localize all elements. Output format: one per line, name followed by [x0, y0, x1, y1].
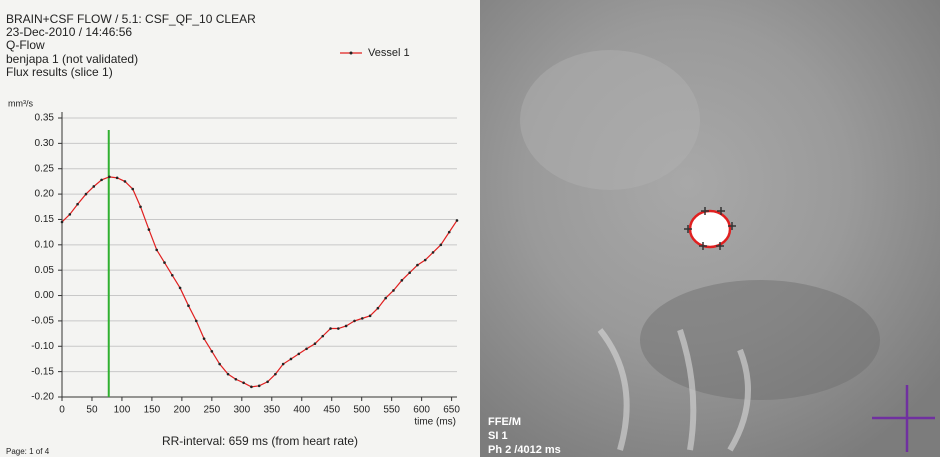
x-tick-label: 50	[86, 405, 98, 416]
data-point	[116, 177, 119, 180]
data-point	[250, 386, 253, 389]
data-point	[305, 348, 308, 351]
roi-contour	[690, 211, 730, 247]
data-point	[195, 320, 198, 323]
header-line: benjapa 1 (not validated)	[6, 52, 138, 66]
data-point	[377, 307, 380, 310]
data-point	[416, 264, 419, 267]
x-axis-label: time (ms)	[414, 417, 456, 428]
data-point	[361, 317, 364, 320]
data-point	[235, 378, 238, 381]
x-tick-label: 450	[323, 405, 340, 416]
data-point	[218, 363, 221, 366]
data-point	[384, 297, 387, 300]
data-point	[329, 327, 332, 330]
header-line: Flux results (slice 1)	[6, 65, 113, 79]
x-tick-label: 600	[413, 405, 430, 416]
data-point	[203, 337, 206, 340]
tissue	[520, 50, 700, 190]
data-point	[424, 259, 427, 262]
y-tick-label: -0.20	[31, 392, 54, 403]
header-line: BRAIN+CSF FLOW / 5.1: CSF_QF_10 CLEAR	[6, 12, 256, 26]
data-point	[353, 320, 356, 323]
y-tick-label: 0.30	[35, 138, 55, 149]
data-point	[274, 373, 277, 376]
header-line: 23-Dec-2010 / 14:46:56	[6, 25, 132, 39]
data-point	[61, 221, 64, 224]
legend-swatch	[350, 52, 353, 55]
data-point	[297, 353, 300, 356]
y-tick-label: 0.20	[35, 189, 55, 200]
overlay-text: FFE/M	[488, 416, 521, 428]
x-tick-label: 300	[233, 405, 250, 416]
data-point	[337, 327, 340, 330]
data-point	[456, 219, 459, 222]
data-point	[100, 179, 103, 182]
data-point	[282, 363, 285, 366]
data-point	[266, 380, 269, 383]
data-point	[242, 381, 245, 384]
data-point	[139, 205, 142, 208]
overlay-text: Ph 2 /4012 ms	[488, 444, 561, 456]
x-tick-label: 550	[383, 405, 400, 416]
data-point	[227, 373, 230, 376]
y-tick-label: -0.15	[31, 366, 54, 377]
data-point	[408, 271, 411, 274]
x-tick-label: 650	[443, 405, 460, 416]
y-tick-label: 0.25	[35, 163, 55, 174]
y-tick-label: 0.00	[35, 290, 55, 301]
y-tick-label: -0.05	[31, 316, 54, 327]
tissue	[640, 280, 880, 400]
data-point	[124, 180, 127, 183]
data-point	[163, 261, 166, 264]
y-tick-label: 0.05	[35, 265, 55, 276]
data-point	[314, 342, 317, 345]
page-number: Page: 1 of 4	[6, 447, 50, 456]
data-point	[179, 287, 182, 290]
data-point	[258, 385, 261, 388]
rr-interval: RR-interval: 659 ms (from heart rate)	[162, 434, 358, 448]
data-point	[131, 188, 134, 191]
y-axis-label: mm³/s	[8, 98, 33, 108]
data-point	[448, 231, 451, 234]
data-point	[85, 193, 88, 196]
x-tick-label: 350	[263, 405, 280, 416]
y-tick-label: 0.15	[35, 214, 55, 225]
y-tick-label: 0.10	[35, 239, 55, 250]
data-point	[392, 289, 395, 292]
x-tick-label: 400	[293, 405, 310, 416]
y-tick-label: -0.10	[31, 341, 54, 352]
data-point	[187, 304, 190, 307]
header-line: Q-Flow	[6, 38, 45, 52]
overlay-text: SI 1	[488, 430, 508, 442]
data-point	[432, 251, 435, 254]
data-point	[108, 176, 111, 179]
data-point	[369, 315, 372, 318]
data-point	[345, 325, 348, 328]
data-point	[155, 249, 158, 252]
x-tick-label: 250	[204, 405, 221, 416]
data-point	[321, 335, 324, 338]
data-point	[440, 244, 443, 247]
data-point	[211, 350, 214, 353]
data-point	[171, 274, 174, 277]
screen: FFE/M SI 1 Ph 2 /4012 ms BRAIN+CSF FLOW …	[0, 0, 940, 457]
data-point	[92, 185, 95, 188]
y-tick-label: 0.35	[35, 113, 55, 124]
x-tick-label: 100	[114, 405, 131, 416]
data-point	[148, 228, 151, 231]
data-point	[76, 203, 79, 206]
data-point	[401, 279, 404, 282]
x-tick-label: 500	[353, 405, 370, 416]
data-point	[68, 213, 71, 216]
legend-label: Vessel 1	[368, 47, 410, 59]
x-tick-label: 200	[174, 405, 191, 416]
data-point	[290, 358, 293, 361]
x-tick-label: 0	[59, 405, 65, 416]
x-tick-label: 150	[144, 405, 161, 416]
